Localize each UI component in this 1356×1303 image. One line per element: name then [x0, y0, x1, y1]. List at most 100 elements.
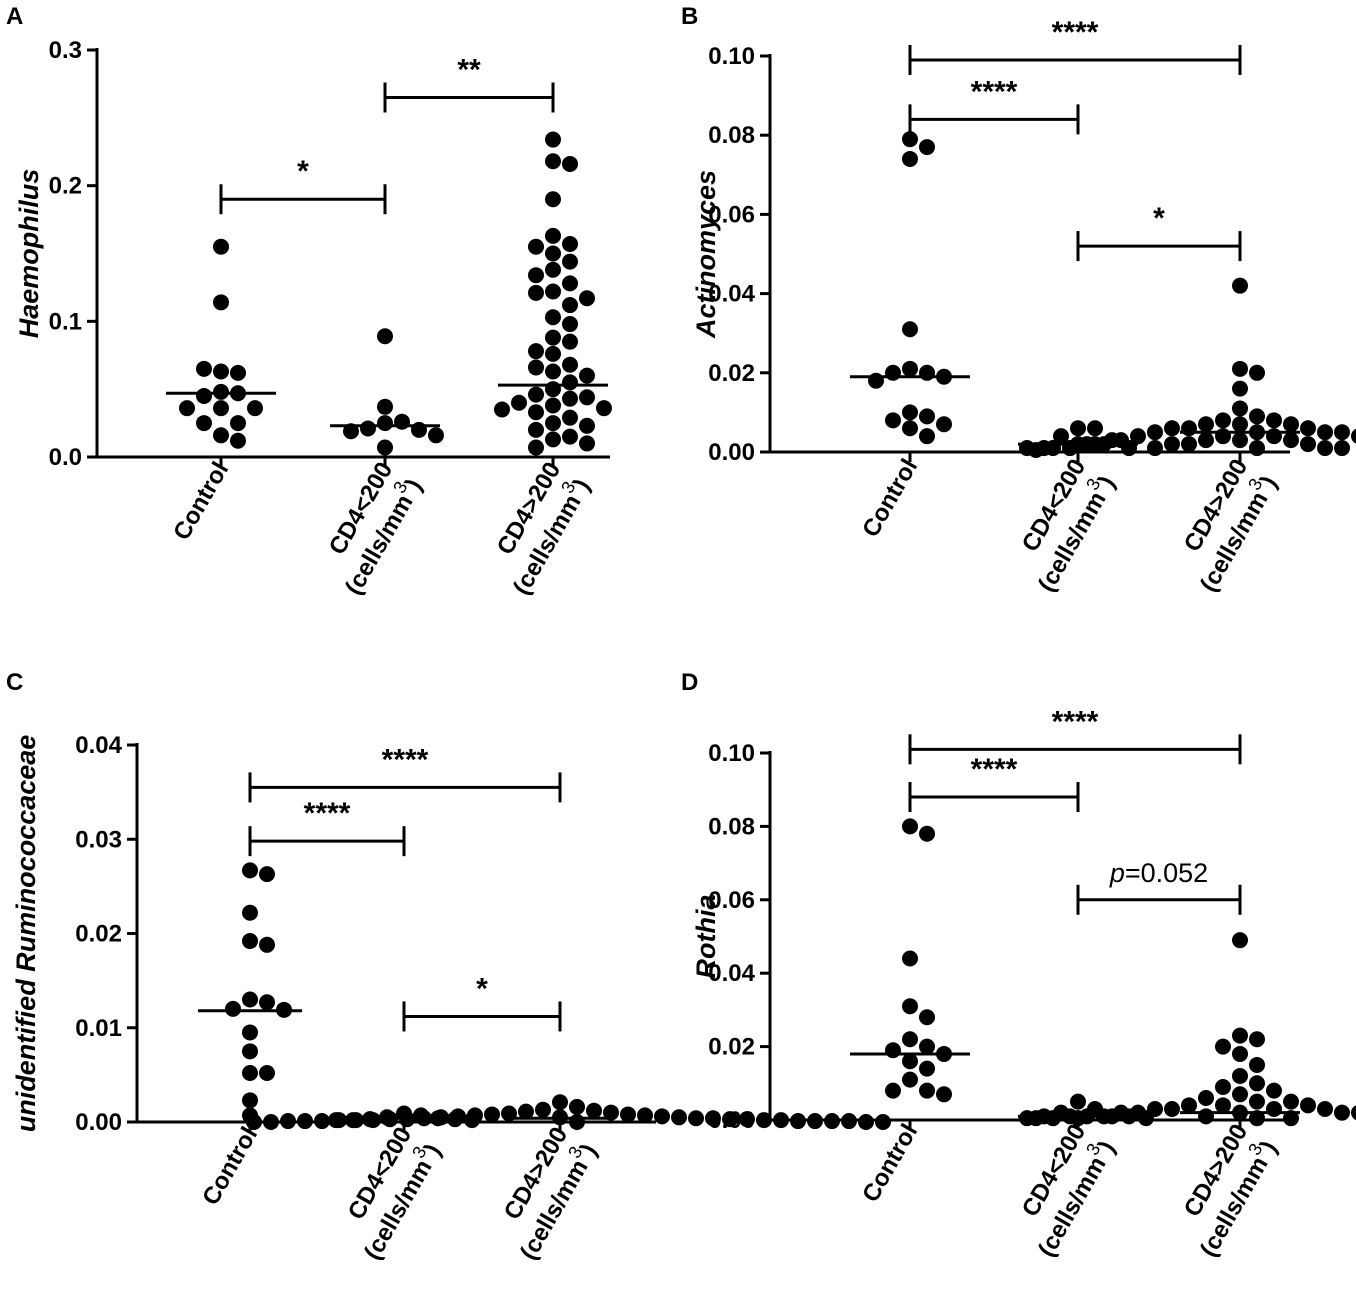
significance-label: *: [297, 155, 309, 188]
data-point: [579, 417, 595, 434]
data-point: [1334, 424, 1350, 441]
data-point: [213, 363, 229, 380]
data-point: [1232, 380, 1248, 397]
data-point: [919, 364, 935, 381]
y-tick-label: 0.00: [75, 1109, 122, 1136]
data-point: [545, 345, 561, 362]
data-point: [1283, 1093, 1299, 1110]
data-point: [1164, 1100, 1180, 1117]
data-point: [919, 428, 935, 445]
data-point: [213, 400, 229, 417]
significance-bracket: **: [383, 53, 555, 113]
significance-label: ****: [1052, 16, 1099, 49]
data-point: [1266, 428, 1282, 445]
category-label: Control: [857, 455, 923, 542]
data-point: [579, 389, 595, 406]
y-tick-label: 0.00: [708, 1107, 755, 1134]
data-point: [919, 825, 935, 842]
y-tick-label: 0.04: [708, 281, 755, 308]
data-point: [528, 386, 544, 403]
category-label: CD4<200(cells/mm3): [1017, 1120, 1121, 1262]
y-tick-label: 0.08: [708, 813, 755, 840]
data-point: [562, 390, 578, 407]
data-point: [242, 904, 258, 921]
y-axis-label: Actinomyces: [691, 170, 721, 339]
significance-label: ****: [971, 75, 1018, 108]
data-point: [902, 321, 918, 338]
data-point: [579, 367, 595, 384]
panel-b: B 0.00 0.02 0.04 0.06 0.08 0.10 Actinomyces Cont…: [681, 3, 1356, 596]
data-point: [242, 1024, 258, 1041]
y-axis-label: Rothia: [691, 895, 721, 979]
significance-label: p=0.052: [1109, 858, 1208, 888]
data-point: [902, 818, 918, 835]
data-point: [196, 360, 212, 377]
y-tick-label: 0.04: [708, 960, 755, 987]
data-point: [242, 991, 258, 1008]
data-point: [360, 420, 376, 437]
data-point: [562, 428, 578, 445]
significance-label: ****: [1052, 705, 1099, 738]
panel-letter: A: [6, 3, 23, 30]
data-point: [919, 1038, 935, 1055]
data-point: [1334, 440, 1350, 457]
data-point: [1198, 1089, 1214, 1106]
data-point: [1113, 432, 1129, 449]
data-point: [1232, 400, 1248, 417]
panel-d: D 0.00 0.02 0.04 0.06 0.08 0.10 Rothia Control CD…: [681, 669, 1356, 1261]
data-point: [545, 431, 561, 448]
panel-letter: B: [681, 3, 698, 30]
data-point: [1249, 1031, 1265, 1048]
data-point: [377, 398, 393, 415]
data-point: [242, 1064, 258, 1081]
data-point: [902, 131, 918, 148]
data-point: [377, 439, 393, 456]
data-point: [213, 238, 229, 255]
data-point: [213, 294, 229, 311]
y-tick-label: 0.3: [49, 37, 82, 64]
significance-bracket: ****: [908, 753, 1080, 813]
data-point: [1351, 428, 1356, 444]
data-point: [902, 998, 918, 1015]
data-point: [902, 1031, 918, 1048]
data-point: [1198, 432, 1214, 449]
data-point: [1300, 436, 1316, 453]
data-point: [562, 155, 578, 172]
data-point: [545, 381, 561, 398]
y-tick-label: 0.0: [49, 444, 82, 471]
data-point: [545, 283, 561, 300]
category-label-line1: Control: [857, 455, 923, 542]
data-point: [1198, 1108, 1214, 1125]
data-point: [331, 1112, 347, 1129]
data-point: [1351, 1105, 1356, 1121]
data-point: [1232, 416, 1248, 433]
data-point: [545, 153, 561, 170]
data-point: [518, 1103, 534, 1120]
data-point: [562, 316, 578, 333]
data-point: [654, 1108, 670, 1125]
category-label: CD4>200(cells/mm3): [492, 458, 596, 600]
data-point: [1249, 408, 1265, 425]
significance-bracket: ****: [248, 797, 406, 857]
data-point: [885, 364, 901, 381]
data-point: [562, 333, 578, 350]
y-tick-label: 0.03: [75, 826, 122, 853]
data-point: [919, 139, 935, 156]
data-point: [528, 439, 544, 456]
data-point: [259, 1064, 275, 1081]
y-tick-label: 0.04: [75, 732, 122, 759]
category-label: Control: [197, 1123, 263, 1210]
data-point: [919, 408, 935, 425]
data-point: [902, 360, 918, 377]
significance-bracket: ****: [248, 743, 562, 803]
data-point: [545, 397, 561, 414]
category-label: CD4<200(cells/mm3): [324, 458, 428, 600]
data-point: [902, 420, 918, 437]
panel-letter: C: [6, 669, 23, 696]
data-point: [620, 1106, 636, 1123]
data-point: [562, 297, 578, 314]
y-tick-label: 0.06: [708, 887, 755, 914]
data-point: [545, 363, 561, 380]
category-label: Control: [168, 458, 234, 545]
